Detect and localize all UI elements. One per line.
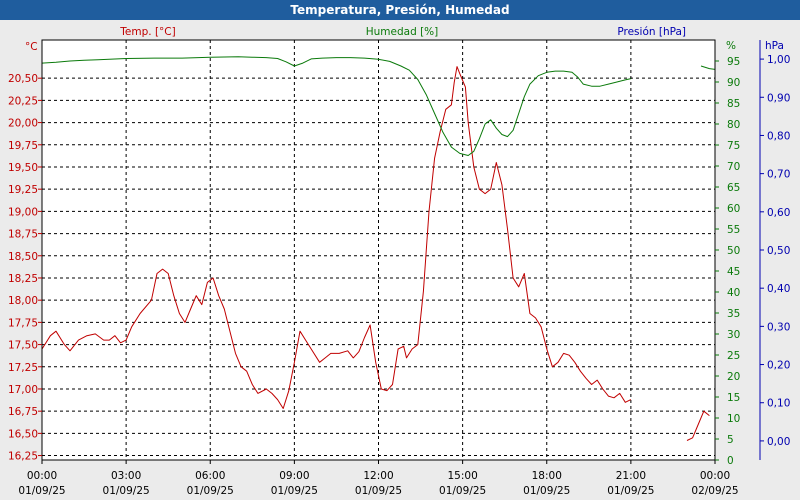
x-tick-time-label: 12:00	[363, 470, 393, 482]
temp-tick-label: 17,00	[8, 384, 38, 396]
humidity-tick-label: 70	[727, 161, 740, 173]
x-tick-date-label: 01/09/25	[355, 485, 402, 497]
humidity-tick-label: 65	[727, 182, 740, 194]
humidity-tick-label: 5	[727, 434, 734, 446]
humidity-series-line	[41, 56, 632, 156]
pressure-tick-label: 1,00	[767, 54, 790, 66]
x-tick-date-label: 01/09/25	[607, 485, 654, 497]
humidity-tick-label: 0	[727, 455, 734, 467]
humidity-tick-label: 75	[727, 140, 740, 152]
humidity-tick-label: 30	[727, 329, 740, 341]
temp-tick-label: 16,75	[8, 406, 38, 418]
pressure-tick-label: 0,80	[767, 130, 790, 142]
temp-tick-label: 16,25	[8, 451, 38, 463]
humidity-tick-label: 80	[727, 119, 740, 131]
x-tick-time-label: 09:00	[279, 470, 309, 482]
chart-title: Temperatura, Presión, Humedad	[0, 0, 800, 20]
pressure-tick-label: 0,40	[767, 283, 790, 295]
temp-tick-label: 20,50	[8, 73, 38, 85]
temp-tick-label: 18,50	[8, 251, 38, 263]
temp-axis: 16,25 16,50 16,75 17,00 17,25 17,50 17,75 18,00…	[8, 73, 42, 463]
temp-series-line	[686, 410, 710, 441]
humidity-tick-label: 95	[727, 56, 740, 68]
chart: 16,25 16,50 16,75 17,00 17,25 17,50 17,75 18,00…	[8, 26, 790, 497]
x-tick-time-label: 21:00	[616, 470, 646, 482]
humidity-tick-label: 35	[727, 308, 740, 320]
x-tick-date-label: 01/09/25	[103, 485, 150, 497]
humidity-tick-label: 10	[727, 413, 740, 425]
x-tick-time-label: 15:00	[447, 470, 477, 482]
temp-tick-label: 19,25	[8, 184, 38, 196]
humidity-tick-label: 15	[727, 392, 740, 404]
x-tick-time-label: 00:00	[700, 470, 730, 482]
humidity-unit-label: %	[726, 40, 736, 52]
x-axis: 00:00 01/09/25 03:00 01/09/25 06:00 01/09/25 0…	[18, 460, 739, 497]
x-tick-time-label: 00:00	[27, 470, 57, 482]
pressure-tick-label: 0,20	[767, 360, 790, 372]
x-tick-date-label: 01/09/25	[18, 485, 65, 497]
temp-tick-label: 20,00	[8, 118, 38, 130]
humidity-axis: 0 5 10 15 20 25 30 35 40 45 50 55 60 65 70 75 80 85 90 95	[715, 56, 740, 467]
pressure-tick-label: 0,90	[767, 92, 790, 104]
x-tick-date-label: 01/09/25	[187, 485, 234, 497]
pressure-tick-label: 0,00	[767, 436, 790, 448]
temp-unit-label: °C	[25, 41, 38, 53]
temp-tick-label: 18,75	[8, 229, 38, 241]
temp-series-line	[41, 66, 632, 409]
temp-tick-label: 17,50	[8, 340, 38, 352]
x-tick-time-label: 18:00	[532, 470, 562, 482]
humidity-series-line	[700, 65, 716, 70]
x-tick-time-label: 03:00	[111, 470, 141, 482]
temp-tick-label: 20,25	[8, 95, 38, 107]
temp-tick-label: 17,25	[8, 362, 38, 374]
pressure-tick-label: 0,30	[767, 321, 790, 333]
x-tick-time-label: 06:00	[195, 470, 225, 482]
humidity-tick-label: 25	[727, 350, 740, 362]
x-tick-date-label: 01/09/25	[523, 485, 570, 497]
pressure-tick-label: 0,50	[767, 245, 790, 257]
temp-tick-label: 19,00	[8, 206, 38, 218]
humidity-tick-label: 40	[727, 287, 740, 299]
pressure-unit-label: hPa	[765, 40, 784, 52]
humidity-tick-label: 85	[727, 98, 740, 110]
temp-tick-label: 18,00	[8, 295, 38, 307]
x-tick-date-label: 01/09/25	[271, 485, 318, 497]
x-tick-date-label: 01/09/25	[439, 485, 486, 497]
temp-tick-label: 19,75	[8, 140, 38, 152]
humidity-axis-title: Humedad [%]	[366, 26, 439, 38]
humidity-tick-label: 55	[727, 224, 740, 236]
temp-axis-title: Temp. [°C]	[119, 26, 175, 38]
humidity-tick-label: 60	[727, 203, 740, 215]
humidity-tick-label: 20	[727, 371, 740, 383]
pressure-axis: 0,00 0,10 0,20 0,30 0,40 0,50 0,60 0,70 0,80 0,90…	[760, 54, 790, 448]
pressure-tick-label: 0,10	[767, 398, 790, 410]
pressure-axis-title: Presión [hPa]	[617, 26, 686, 38]
pressure-tick-label: 0,70	[767, 169, 790, 181]
pressure-tick-label: 0,60	[767, 207, 790, 219]
temp-tick-label: 17,75	[8, 317, 38, 329]
temp-tick-label: 18,25	[8, 273, 38, 285]
x-tick-date-label: 02/09/25	[691, 485, 738, 497]
temp-tick-label: 19,50	[8, 162, 38, 174]
humidity-tick-label: 50	[727, 245, 740, 257]
humidity-tick-label: 45	[727, 266, 740, 278]
series-layer	[41, 56, 716, 441]
temp-tick-label: 16,50	[8, 428, 38, 440]
humidity-tick-label: 90	[727, 77, 740, 89]
